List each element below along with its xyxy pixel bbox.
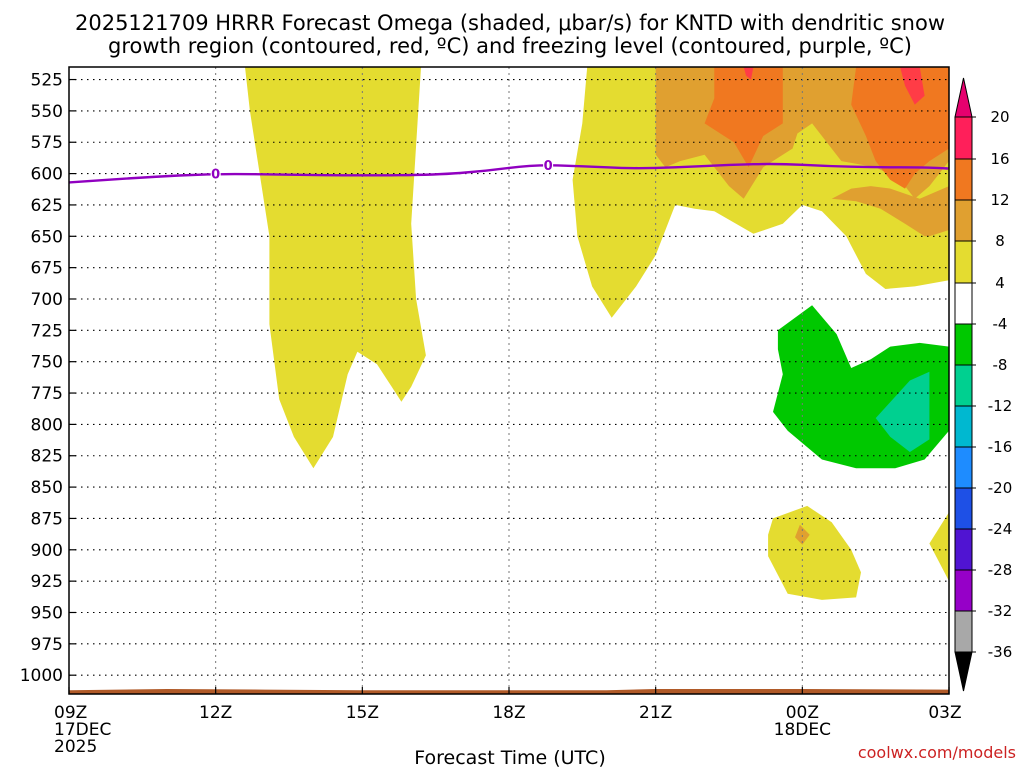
y-tick-label-975: 975 <box>31 635 63 655</box>
colorbar: 20 16 12 8 4 -4 -8 -12 -16 -20 -24 -28 -32 -36 <box>954 77 1013 692</box>
omega-region-pos4-0 <box>245 67 426 469</box>
x-tick-label-12Z-0: 12Z <box>199 703 232 723</box>
y-tick-label-525: 525 <box>31 71 63 91</box>
freezing-level-contour-label-1: 0 <box>544 159 553 174</box>
y-tick-label-700: 700 <box>31 290 63 310</box>
colorbar-label--28: -28 <box>988 561 1013 579</box>
x-tick-label-03Z-0: 03Z <box>928 703 961 723</box>
y-tick-label-800: 800 <box>31 415 63 435</box>
freezing-label-bg-0 <box>210 166 221 181</box>
y-tick-label-725: 725 <box>31 321 63 341</box>
colorbar-label-4: 4 <box>995 274 1005 292</box>
x-tick-label-15Z-0: 15Z <box>346 703 379 723</box>
y-tick-label-825: 825 <box>31 447 63 467</box>
x-tick-label-09Z-1: 17DEC <box>54 720 111 740</box>
freezing-level-line <box>69 162 949 184</box>
x-axis-label: Forecast Time (UTC) <box>414 747 605 768</box>
freezing-level-contour-label-0: 0 <box>211 168 220 183</box>
x-tick-label-21Z-0: 21Z <box>639 703 672 723</box>
colorbar-swatch-8 <box>954 446 973 489</box>
omega-region-pos12-5 <box>851 67 949 189</box>
omega-region-pos4-8 <box>768 505 861 600</box>
omega-region-pos12-4 <box>704 67 783 168</box>
y-tick-label-575: 575 <box>31 133 63 153</box>
y-tick-label-675: 675 <box>31 259 63 279</box>
colorbar-label--32: -32 <box>988 602 1013 620</box>
colorbar-label--8: -8 <box>993 356 1008 374</box>
y-tick-label-750: 750 <box>31 353 63 373</box>
x-tick-label-09Z-2: 2025 <box>54 737 97 757</box>
colorbar-label-20: 20 <box>990 108 1009 126</box>
omega-region-neg8-12 <box>875 371 930 452</box>
colorbar-label--36: -36 <box>988 643 1013 661</box>
colorbar-swatch-7 <box>954 405 973 448</box>
omega-region-pos16-6 <box>743 67 754 80</box>
y-tick-label-625: 625 <box>31 196 63 216</box>
y-tick-label-775: 775 <box>31 384 63 404</box>
chart-title-line2: growth region (contoured, red, ºC) and f… <box>108 34 912 58</box>
colorbar-label--24: -24 <box>988 520 1013 538</box>
colorbar-label--20: -20 <box>988 479 1013 497</box>
freezing-label-bg-1 <box>543 158 554 173</box>
colorbar-swatch-12 <box>954 610 973 653</box>
y-tick-label-875: 875 <box>31 509 63 529</box>
colorbar-swatch-0 <box>954 116 973 160</box>
x-tick-label-00Z-1: 18DEC <box>774 720 831 740</box>
colorbar-swatch-10 <box>954 528 973 571</box>
omega-region-pos8-3 <box>831 186 949 237</box>
omega-region-pos4-10 <box>929 512 949 582</box>
colorbar-bottom-arrow <box>954 651 973 692</box>
colorbar-swatch-11 <box>954 569 973 612</box>
colorbar-swatch-6 <box>954 364 973 407</box>
y-tick-label-1000: 1000 <box>20 666 63 686</box>
colorbar-swatch-2 <box>954 199 973 242</box>
colorbar-label--4: -4 <box>993 315 1008 333</box>
colorbar-label-12: 12 <box>990 191 1009 209</box>
y-tick-label-600: 600 <box>31 165 63 185</box>
credit-text: coolwx.com/models <box>858 743 1016 762</box>
y-tick-label-925: 925 <box>31 572 63 592</box>
colorbar-label-16: 16 <box>990 150 1009 168</box>
y-axis: 525 550 575 600 625 650 675 700 725 750 775 800 825 8… <box>20 71 76 686</box>
omega-shading-layer <box>245 67 949 600</box>
y-tick-label-850: 850 <box>31 478 63 498</box>
colorbar-swatch-4 <box>954 282 973 325</box>
colorbar-label--12: -12 <box>988 397 1013 415</box>
colorbar-label-8: 8 <box>995 232 1005 250</box>
grid-layer <box>69 67 949 694</box>
y-tick-label-950: 950 <box>31 603 63 623</box>
y-tick-label-900: 900 <box>31 541 63 561</box>
colorbar-swatch-3 <box>954 240 973 284</box>
colorbar-swatch-5 <box>954 323 973 366</box>
colorbar-top-arrow <box>954 77 973 118</box>
x-tick-label-18Z-0: 18Z <box>492 703 525 723</box>
colorbar-swatch-9 <box>954 487 973 530</box>
omega-region-pos8-9 <box>795 524 810 545</box>
omega-region-pos16-7 <box>900 67 925 105</box>
x-tick-label-00Z-0: 00Z <box>786 703 819 723</box>
chart-title-line1: 2025121709 HRRR Forecast Omega (shaded, … <box>75 11 945 35</box>
freezing-level-layer: 00 <box>69 158 949 184</box>
x-tick-label-09Z-0: 09Z <box>54 703 87 723</box>
colorbar-label--16: -16 <box>988 438 1013 456</box>
y-tick-label-550: 550 <box>31 102 63 122</box>
colorbar-swatch-1 <box>954 158 973 201</box>
y-tick-label-650: 650 <box>31 227 63 247</box>
